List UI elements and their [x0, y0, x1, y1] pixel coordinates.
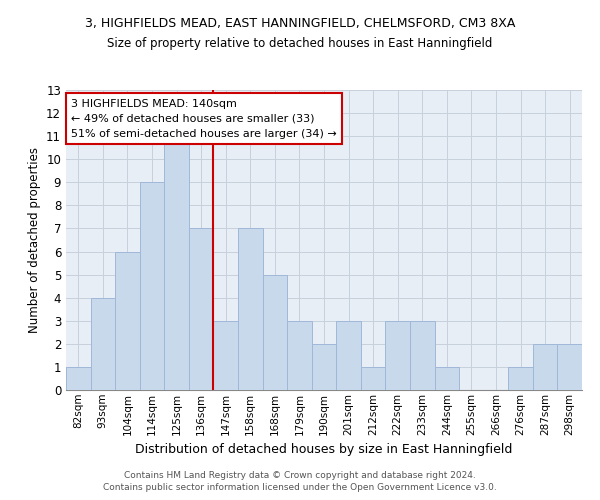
X-axis label: Distribution of detached houses by size in East Hanningfield: Distribution of detached houses by size … — [136, 443, 512, 456]
Bar — [336, 321, 361, 390]
Text: Contains public sector information licensed under the Open Government Licence v3: Contains public sector information licen… — [103, 484, 497, 492]
Bar — [508, 367, 533, 390]
Bar — [189, 228, 214, 390]
Bar — [557, 344, 582, 390]
Bar — [385, 321, 410, 390]
Bar — [91, 298, 115, 390]
Bar — [140, 182, 164, 390]
Bar — [533, 344, 557, 390]
Text: 3, HIGHFIELDS MEAD, EAST HANNINGFIELD, CHELMSFORD, CM3 8XA: 3, HIGHFIELDS MEAD, EAST HANNINGFIELD, C… — [85, 18, 515, 30]
Bar — [263, 274, 287, 390]
Y-axis label: Number of detached properties: Number of detached properties — [28, 147, 41, 333]
Text: Size of property relative to detached houses in East Hanningfield: Size of property relative to detached ho… — [107, 38, 493, 51]
Text: Contains HM Land Registry data © Crown copyright and database right 2024.: Contains HM Land Registry data © Crown c… — [124, 471, 476, 480]
Bar — [214, 321, 238, 390]
Bar — [287, 321, 312, 390]
Bar — [164, 136, 189, 390]
Bar — [66, 367, 91, 390]
Bar — [434, 367, 459, 390]
Bar — [410, 321, 434, 390]
Bar — [312, 344, 336, 390]
Bar — [238, 228, 263, 390]
Bar — [361, 367, 385, 390]
Bar — [115, 252, 140, 390]
Text: 3 HIGHFIELDS MEAD: 140sqm
← 49% of detached houses are smaller (33)
51% of semi-: 3 HIGHFIELDS MEAD: 140sqm ← 49% of detac… — [71, 99, 337, 138]
